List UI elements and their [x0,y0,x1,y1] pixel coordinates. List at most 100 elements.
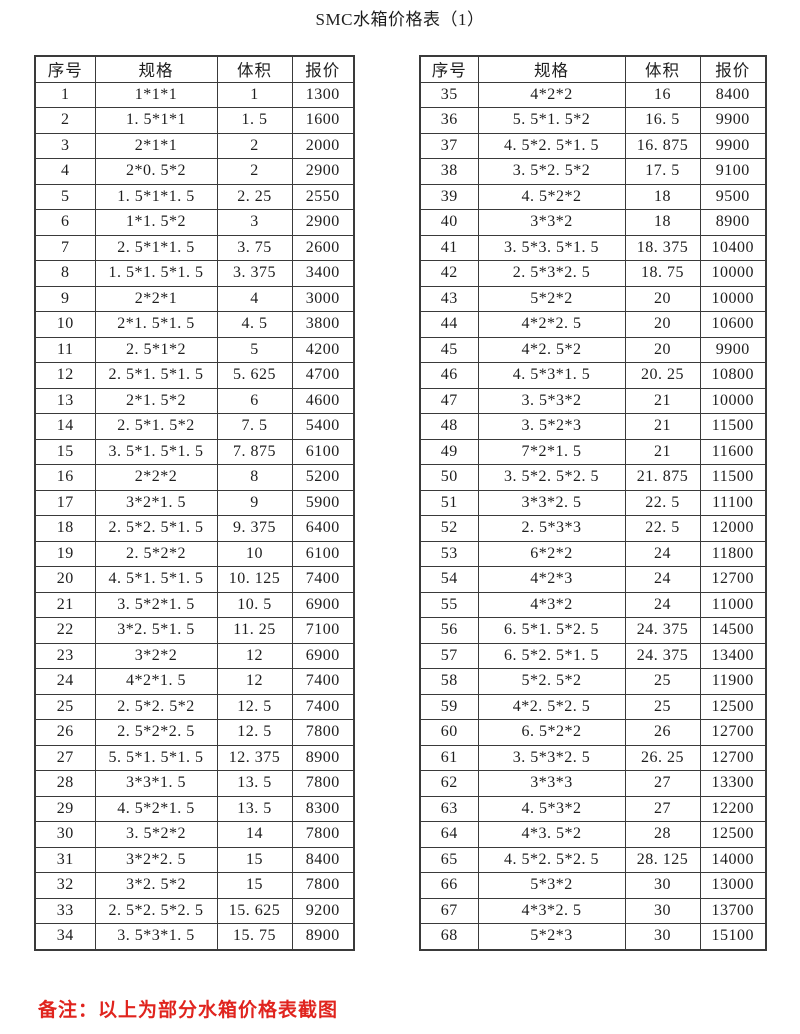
column-header: 体积 [216,55,293,83]
table-row: 52 2. 5*3*3 22. 5 12000 [419,515,767,542]
cell-volume: 16. 5 [624,107,701,134]
cell-spec: 3. 5*3*1. 5 [94,923,218,950]
cell-spec: 2. 5*1*1. 5 [94,234,218,261]
cell-spec: 6. 5*2. 5*1. 5 [477,642,626,669]
table-row: 66 5*3*2 30 13000 [419,872,767,899]
cell-spec: 5. 5*1. 5*1. 5 [94,744,218,771]
table-row: 17 3*2*1. 5 9 5900 [34,489,355,516]
cell-price: 6100 [291,540,355,567]
cell-volume: 20 [624,311,701,338]
cell-volume: 28 [624,821,701,848]
cell-spec: 3. 5*2*1. 5 [94,591,218,618]
column-header: 报价 [291,55,355,83]
table-row: 2 1. 5*1*1 1. 5 1600 [34,107,355,134]
cell-price: 2600 [291,234,355,261]
cell-spec: 3*2*2. 5 [94,846,218,873]
table-row: 41 3. 5*3. 5*1. 5 18. 375 10400 [419,234,767,261]
cell-volume: 5. 625 [216,362,293,389]
cell-index: 55 [419,591,479,618]
cell-index: 44 [419,311,479,338]
cell-price: 9100 [699,158,767,185]
cell-spec: 5*3*2 [477,872,626,899]
cell-index: 17 [34,489,96,516]
cell-price: 13400 [699,642,767,669]
cell-volume: 21 [624,438,701,465]
cell-volume: 8 [216,464,293,491]
cell-spec: 3*2*2 [94,642,218,669]
cell-index: 67 [419,897,479,924]
cell-spec: 3. 5*2. 5*2. 5 [477,464,626,491]
table-row: 24 4*2*1. 5 12 7400 [34,668,355,695]
cell-volume: 7. 5 [216,413,293,440]
table-row: 56 6. 5*1. 5*2. 5 24. 375 14500 [419,617,767,644]
cell-spec: 1. 5*1. 5*1. 5 [94,260,218,287]
cell-index: 9 [34,285,96,312]
cell-volume: 9. 375 [216,515,293,542]
cell-volume: 2 [216,158,293,185]
cell-spec: 6. 5*1. 5*2. 5 [477,617,626,644]
table-row: 23 3*2*2 12 6900 [34,642,355,669]
cell-spec: 1. 5*1*1. 5 [94,183,218,210]
cell-spec: 7*2*1. 5 [477,438,626,465]
cell-volume: 20. 25 [624,362,701,389]
table-row: 68 5*2*3 30 15100 [419,923,767,950]
cell-spec: 4. 5*2*2 [477,183,626,210]
cell-index: 29 [34,795,96,822]
cell-volume: 27 [624,770,701,797]
table-row: 35 4*2*2 16 8400 [419,81,767,108]
cell-price: 7800 [291,770,355,797]
table-row: 63 4. 5*3*2 27 12200 [419,795,767,822]
cell-price: 2550 [291,183,355,210]
cell-index: 25 [34,693,96,720]
table-header-row: 序号 规格 体积 报价 [34,55,355,83]
cell-spec: 3. 5*2. 5*2 [477,158,626,185]
cell-volume: 24 [624,540,701,567]
cell-volume: 9 [216,489,293,516]
cell-spec: 4. 5*2*1. 5 [94,795,218,822]
cell-spec: 3*3*1. 5 [94,770,218,797]
cell-price: 6900 [291,642,355,669]
cell-index: 57 [419,642,479,669]
cell-price: 6900 [291,591,355,618]
cell-index: 7 [34,234,96,261]
cell-price: 13000 [699,872,767,899]
cell-spec: 4*2. 5*2 [477,336,626,363]
table-row: 51 3*3*2. 5 22. 5 11100 [419,489,767,516]
cell-index: 48 [419,413,479,440]
cell-volume: 21. 875 [624,464,701,491]
cell-spec: 3. 5*3*2 [477,387,626,414]
table-row: 6 1*1. 5*2 3 2900 [34,209,355,236]
cell-volume: 6 [216,387,293,414]
table-header-row: 序号 规格 体积 报价 [34,55,355,83]
cell-spec: 5*2*3 [477,923,626,950]
cell-volume: 3. 75 [216,234,293,261]
cell-spec: 3. 5*3*2. 5 [477,744,626,771]
cell-spec: 4*3. 5*2 [477,821,626,848]
cell-index: 21 [34,591,96,618]
cell-index: 49 [419,438,479,465]
table-row: 44 4*2*2. 5 20 10600 [419,311,767,338]
cell-volume: 18 [624,209,701,236]
table-row: 33 2. 5*2. 5*2. 5 15. 625 9200 [34,897,355,924]
cell-volume: 12. 5 [216,693,293,720]
cell-spec: 3*2*1. 5 [94,489,218,516]
cell-price: 9500 [699,183,767,210]
cell-price: 4700 [291,362,355,389]
cell-index: 14 [34,413,96,440]
cell-spec: 6*2*2 [477,540,626,567]
cell-volume: 5 [216,336,293,363]
page-title: SMC水箱价格表（1） [315,10,485,29]
table-row: 54 4*2*3 24 12700 [419,566,767,593]
cell-price: 3800 [291,311,355,338]
cell-index: 66 [419,872,479,899]
cell-spec: 2. 5*2*2. 5 [94,719,218,746]
cell-price: 10000 [699,260,767,287]
table-row: 48 3. 5*2*3 21 11500 [419,413,767,440]
table-row: 8 1. 5*1. 5*1. 5 3. 375 3400 [34,260,355,287]
table-row: 58 5*2. 5*2 25 11900 [419,668,767,695]
cell-index: 37 [419,132,479,159]
cell-price: 7800 [291,872,355,899]
cell-spec: 3*3*2. 5 [477,489,626,516]
cell-spec: 3*3*2 [477,209,626,236]
cell-index: 12 [34,362,96,389]
